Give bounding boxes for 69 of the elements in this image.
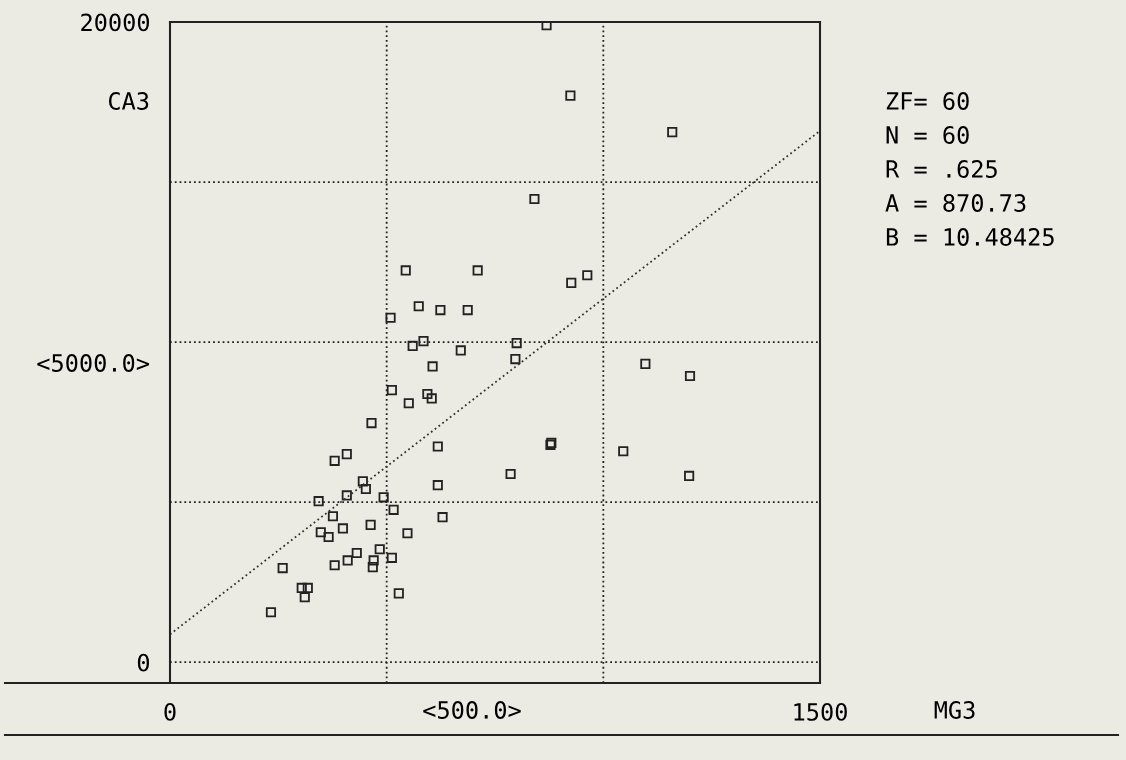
point bbox=[341, 490, 352, 501]
point bbox=[667, 127, 678, 138]
point bbox=[565, 90, 576, 101]
point bbox=[313, 496, 324, 507]
point bbox=[341, 449, 352, 460]
text: R = .625 bbox=[886, 160, 997, 178]
point bbox=[277, 563, 288, 574]
point bbox=[365, 519, 376, 530]
point bbox=[407, 340, 418, 352]
point bbox=[315, 527, 326, 538]
point bbox=[510, 353, 521, 365]
point bbox=[472, 265, 483, 276]
point bbox=[342, 555, 353, 566]
text: A = 870.73 bbox=[885, 194, 1026, 212]
point bbox=[684, 370, 696, 382]
point bbox=[360, 483, 371, 495]
y-axis-title: CA3 bbox=[108, 92, 149, 110]
point bbox=[618, 446, 629, 457]
point bbox=[432, 441, 443, 452]
point bbox=[582, 270, 593, 281]
point bbox=[368, 555, 379, 566]
point bbox=[296, 582, 307, 594]
point bbox=[566, 277, 577, 288]
point bbox=[357, 476, 368, 487]
text: B = 10.48425 bbox=[886, 228, 1054, 246]
point bbox=[351, 547, 362, 559]
point bbox=[393, 588, 404, 599]
point bbox=[337, 523, 348, 534]
point bbox=[529, 193, 540, 205]
text: ZF= 60 bbox=[886, 92, 969, 110]
point bbox=[366, 418, 377, 429]
point bbox=[432, 480, 443, 491]
point bbox=[426, 393, 437, 404]
point bbox=[462, 305, 473, 316]
point bbox=[367, 562, 378, 573]
point bbox=[505, 468, 516, 480]
point bbox=[329, 455, 340, 466]
point bbox=[302, 582, 313, 594]
point bbox=[323, 531, 334, 543]
point bbox=[418, 336, 429, 347]
point bbox=[437, 512, 448, 523]
point bbox=[435, 305, 446, 316]
text: <500.0> bbox=[423, 701, 521, 719]
point bbox=[427, 361, 438, 372]
point bbox=[422, 388, 433, 400]
point bbox=[329, 560, 340, 571]
point bbox=[541, 22, 552, 31]
point bbox=[413, 301, 424, 312]
point bbox=[299, 592, 310, 603]
point bbox=[265, 607, 277, 618]
point bbox=[385, 312, 396, 323]
point bbox=[455, 345, 466, 356]
text: N = 60 bbox=[886, 126, 969, 144]
y-tick-label: 20000 bbox=[81, 13, 150, 32]
point bbox=[388, 504, 399, 515]
point bbox=[684, 470, 695, 481]
point bbox=[511, 337, 522, 349]
point bbox=[386, 552, 397, 563]
point bbox=[640, 358, 651, 369]
point bbox=[386, 385, 397, 396]
point bbox=[402, 528, 413, 539]
x-axis-title: MG3 bbox=[934, 701, 975, 719]
point bbox=[327, 511, 339, 522]
point bbox=[400, 265, 411, 276]
point bbox=[403, 398, 414, 409]
point bbox=[374, 544, 385, 555]
text: <5000.0> bbox=[37, 354, 149, 372]
x-tick-label: 1500 bbox=[794, 702, 847, 721]
point bbox=[378, 492, 389, 503]
